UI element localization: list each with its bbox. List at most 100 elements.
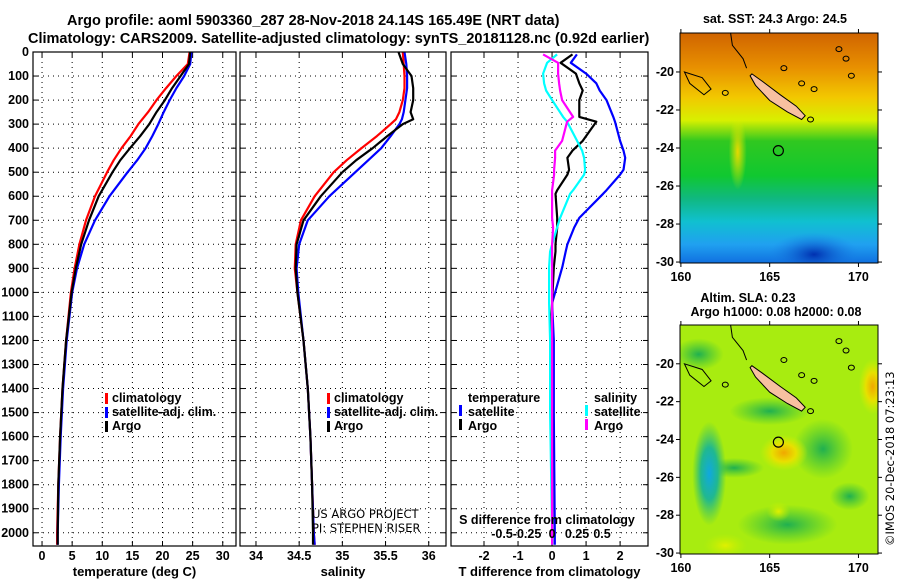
y-tick-label: 1700 (1, 454, 29, 468)
lat-tick-label: -26 (656, 179, 674, 193)
series-line-salinity-satellite (541, 53, 587, 545)
s-tick-label: -0.5 (491, 527, 513, 541)
plot-frame (450, 51, 649, 547)
y-tick-label: 900 (8, 261, 29, 275)
x-tick-label: 25 (186, 549, 200, 563)
lon-tick-label: 165 (759, 561, 780, 575)
y-tick-label: 800 (8, 237, 29, 251)
sla-map-subtitle: Argo h1000: 0.08 h2000: 0.08 (691, 305, 862, 319)
island-outline (847, 364, 855, 371)
legend-swatch (105, 407, 108, 418)
y-tick-label: 600 (8, 189, 29, 203)
sla-low-patch (792, 418, 853, 479)
series-line-satellite-adj-clim- (295, 51, 409, 545)
reef-contour (683, 362, 712, 388)
y-tick-label: 2000 (1, 526, 29, 540)
sla-low-patch (680, 338, 724, 371)
y-tick-label: 100 (8, 69, 29, 83)
x-tick-label: 1 (583, 549, 590, 563)
series-line-temperature-satellite (550, 53, 627, 545)
x-tick-label: 34.5 (287, 549, 311, 563)
legend-label: Argo (468, 419, 498, 433)
sst-map-title: sat. SST: 24.3 Argo: 24.5 (703, 12, 847, 26)
legend-group-title: temperature (468, 391, 540, 405)
x-tick-label: 5 (69, 549, 76, 563)
lat-tick-label: -20 (656, 357, 674, 371)
series-line-satellite-adj-clim- (56, 51, 193, 545)
project-credit: US ARGO PROJECT (312, 507, 420, 521)
legend-label: Argo (334, 419, 364, 433)
new-caledonia-landmass (749, 365, 806, 412)
island-outline (807, 408, 815, 415)
legend-label: satellite-adj. clim. (112, 405, 216, 419)
legend-swatch (585, 419, 588, 430)
island-outline (721, 89, 729, 96)
lon-tick-label: 165 (759, 270, 780, 284)
lat-tick-label: -30 (656, 546, 674, 560)
legend-label: satellite (468, 405, 515, 419)
legend-label: climatology (334, 391, 404, 405)
x-tick-label: -2 (478, 549, 489, 563)
island-outline (810, 86, 818, 93)
x-tick-label: 2 (617, 549, 624, 563)
lat-tick-label: -22 (656, 395, 674, 409)
legend-label: Argo (594, 419, 624, 433)
y-tick-label: 1500 (1, 406, 29, 420)
x-axis-label: T difference from climatology (458, 564, 641, 579)
x-tick-label: 15 (125, 549, 139, 563)
sla-positive-anomaly (858, 358, 878, 415)
x-tick-label: 34 (249, 549, 263, 563)
island-outline (835, 338, 843, 345)
lat-tick-label: -28 (656, 508, 674, 522)
sla-positive-anomaly (703, 533, 748, 554)
x-tick-label: 35.5 (373, 549, 397, 563)
y-tick-label: 0 (22, 45, 29, 59)
legend-label: satellite (594, 405, 641, 419)
y-tick-label: 500 (8, 165, 29, 179)
lon-tick-label: 160 (670, 561, 691, 575)
legend-label: climatology (112, 391, 182, 405)
legend-swatch (459, 405, 462, 416)
y-tick-label: 400 (8, 141, 29, 155)
y-tick-label: 1800 (1, 478, 29, 492)
difference-profile-panel: -2 -1 0 1 2T difference from climatology temp… (450, 51, 649, 579)
salinity-profile-panel: 34 34.5 35 35.5 36 salinity climatologysatelli… (239, 51, 447, 579)
lat-tick-label: -20 (656, 65, 674, 79)
island-outline (807, 116, 815, 123)
x-tick-label: 20 (156, 549, 170, 563)
legend-swatch (327, 407, 330, 418)
island-outline (798, 80, 806, 87)
legend-label: satellite-adj. clim. (334, 405, 438, 419)
reef-contour (730, 33, 748, 69)
legend-swatch (105, 421, 108, 432)
lon-tick-label: 170 (848, 270, 869, 284)
island-outline (842, 55, 850, 62)
legend-swatch (459, 419, 462, 430)
y-tick-label: 1900 (1, 502, 29, 516)
x-tick-label: 36 (422, 549, 436, 563)
y-tick-label: 300 (8, 117, 29, 131)
argo-float-marker (772, 145, 784, 157)
s-tick-label: 0.25 (565, 527, 589, 541)
legend-group-title: salinity (594, 391, 637, 405)
y-tick-label: 1100 (2, 309, 29, 323)
x-tick-label: 0 (549, 549, 556, 563)
series-line-temperature-argo (549, 53, 598, 545)
legend-swatch (585, 405, 588, 416)
lat-tick-label: -24 (656, 433, 674, 447)
sla-negative-anomaly (692, 421, 727, 526)
map-field (680, 325, 878, 554)
warm-tongue (728, 113, 747, 190)
series-line-argo (56, 51, 192, 545)
island-outline (810, 377, 818, 384)
series-line-argo (294, 51, 415, 545)
sst-field (680, 33, 878, 263)
pi-credit: PI: STEPHEN RISER (312, 521, 421, 535)
legend-label: Argo (112, 419, 142, 433)
lat-tick-label: -28 (656, 217, 674, 231)
reef-contour (730, 325, 748, 361)
lat-tick-label: -24 (656, 141, 674, 155)
x-tick-label: 0 (39, 549, 46, 563)
sla-low-patch (737, 504, 838, 545)
